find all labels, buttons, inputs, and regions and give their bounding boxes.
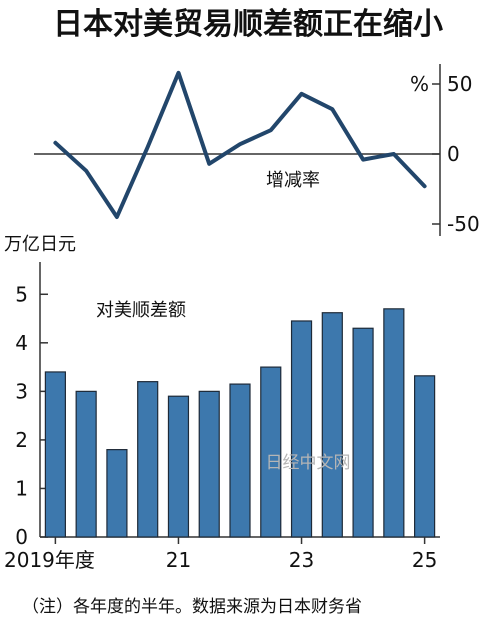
bar-y-tick-label: 2: [15, 428, 28, 452]
bar: [75, 390, 97, 538]
line-y-tick-label: -50: [447, 212, 480, 236]
bar: [352, 327, 374, 538]
line-series-label: 增减率: [266, 170, 320, 191]
watermark: 日经中文网: [266, 453, 351, 473]
bar: [321, 312, 343, 538]
bar: [167, 395, 190, 538]
line-y-unit: %: [410, 72, 429, 96]
bar: [137, 381, 159, 538]
bar: [260, 366, 282, 538]
bar-x-tick-label: 23: [289, 548, 314, 572]
growth-rate-panel: 50 0 -50% 增减率: [34, 64, 480, 236]
bar: [414, 375, 436, 538]
bar-y-tick-label: 3: [15, 379, 28, 403]
bar-y-tick-label: 0: [15, 525, 28, 549]
line-y-tick-label: 50: [447, 72, 472, 96]
bar: [229, 383, 251, 538]
growth-rate-line: [53, 70, 427, 219]
bar-y-tick-label: 5: [15, 282, 28, 306]
chart-title: 日本对美贸易顺差额正在缩小: [53, 7, 443, 42]
bar: [290, 320, 313, 538]
bar: [106, 449, 128, 538]
bar-x-tick-label: 2019年度: [4, 548, 95, 572]
bar: [44, 371, 66, 538]
bar-y-tick-label: 4: [15, 331, 28, 355]
bar-x-tick-label: 25: [412, 548, 437, 572]
source-note: （注）各年度的半年。数据来源为日本财务省: [22, 597, 362, 617]
bar-series-label: 对美顺差额: [96, 300, 186, 321]
line-y-tick-label: 0: [447, 142, 460, 166]
bar-x-tick-label: 21: [166, 548, 191, 572]
bar: [198, 390, 220, 538]
bar: [383, 308, 405, 538]
bar-unit-label: 万亿日元: [4, 234, 76, 255]
bar-y-tick-label: 1: [15, 476, 28, 500]
